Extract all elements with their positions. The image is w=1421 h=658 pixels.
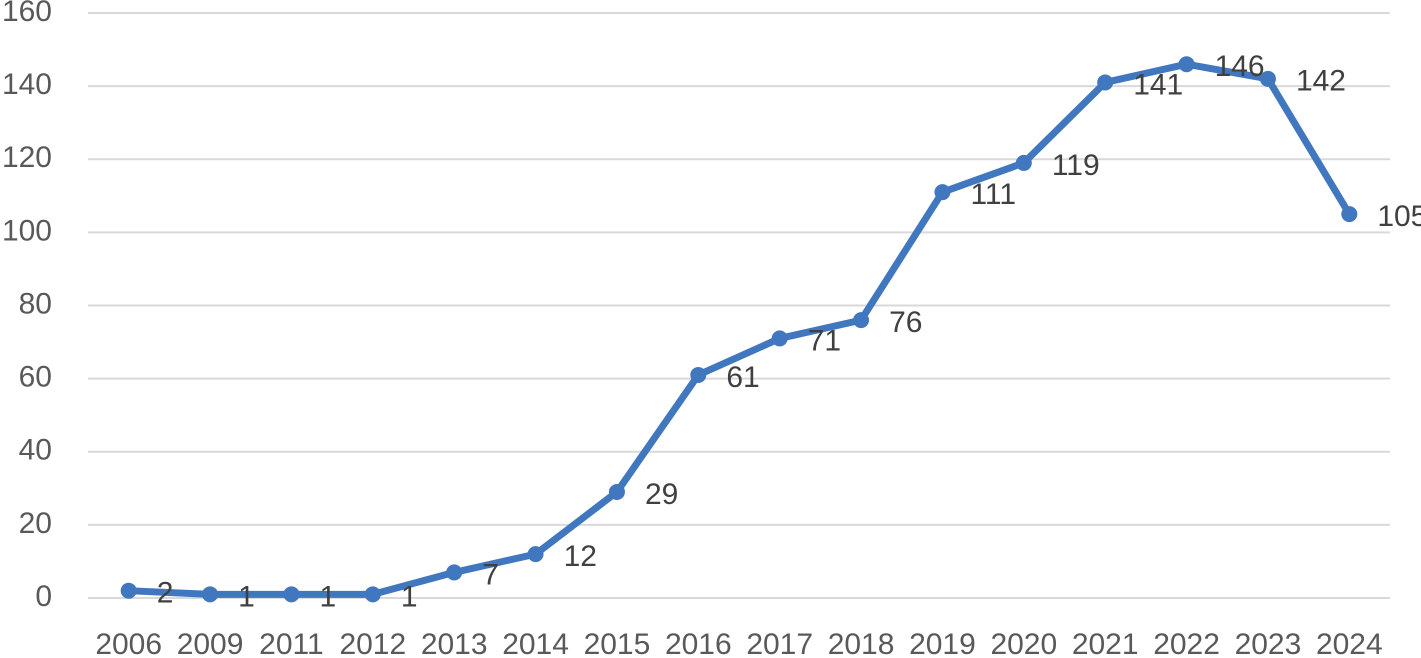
x-tick-label: 2013 — [421, 628, 488, 658]
y-tick-label: 100 — [2, 214, 52, 247]
data-label: 119 — [1052, 149, 1100, 182]
data-label: 7 — [482, 558, 499, 591]
x-tick-label: 2022 — [1153, 628, 1220, 658]
data-point — [1341, 206, 1358, 223]
y-tick-label: 20 — [19, 507, 52, 540]
x-tick-label: 2017 — [746, 628, 813, 658]
y-tick-label: 140 — [2, 68, 52, 101]
y-tick-label: 40 — [19, 434, 52, 467]
data-point — [283, 586, 300, 603]
x-tick-label: 2024 — [1316, 628, 1383, 658]
data-label: 1 — [238, 580, 255, 613]
data-point — [446, 564, 463, 581]
data-label: 29 — [645, 478, 678, 511]
data-label: 2 — [157, 577, 174, 610]
data-point — [1259, 70, 1276, 87]
y-tick-label: 80 — [19, 287, 52, 320]
data-label: 71 — [808, 324, 841, 357]
data-point — [771, 330, 788, 347]
x-tick-label: 2023 — [1235, 628, 1302, 658]
data-point — [1015, 154, 1032, 171]
data-label: 76 — [889, 306, 922, 339]
data-point — [527, 546, 544, 563]
y-tick-label: 60 — [19, 361, 52, 394]
data-label: 105 — [1377, 200, 1421, 233]
data-point — [120, 582, 137, 599]
x-tick-label: 2006 — [95, 628, 162, 658]
y-tick-label: 0 — [35, 580, 52, 613]
data-label: 142 — [1296, 65, 1346, 98]
data-label: 146 — [1215, 50, 1265, 83]
x-tick-label: 2014 — [502, 628, 569, 658]
data-point — [1097, 74, 1114, 91]
data-label: 141 — [1133, 68, 1183, 101]
x-tick-label: 2011 — [259, 628, 324, 658]
data-point — [934, 184, 951, 201]
x-tick-label: 2016 — [665, 628, 732, 658]
data-label: 1 — [401, 580, 418, 613]
data-point — [608, 483, 625, 500]
x-tick-label: 2019 — [909, 628, 976, 658]
data-point — [364, 586, 381, 603]
data-label: 61 — [726, 361, 759, 394]
y-tick-label: 120 — [2, 141, 52, 174]
x-tick-label: 2009 — [177, 628, 244, 658]
data-point — [690, 366, 707, 383]
data-line — [128, 60, 1353, 598]
x-tick-label: 2015 — [584, 628, 651, 658]
x-tick-label: 2012 — [339, 628, 406, 658]
data-point — [853, 312, 870, 329]
data-label: 111 — [970, 178, 1016, 211]
data-point — [1178, 56, 1195, 73]
x-tick-label: 2020 — [990, 628, 1057, 658]
data-label: 12 — [564, 540, 597, 573]
y-tick-label: 160 — [2, 0, 52, 28]
data-label: 1 — [319, 580, 336, 613]
data-point — [202, 586, 219, 603]
x-tick-label: 2021 — [1072, 628, 1139, 658]
x-tick-label: 2018 — [828, 628, 895, 658]
